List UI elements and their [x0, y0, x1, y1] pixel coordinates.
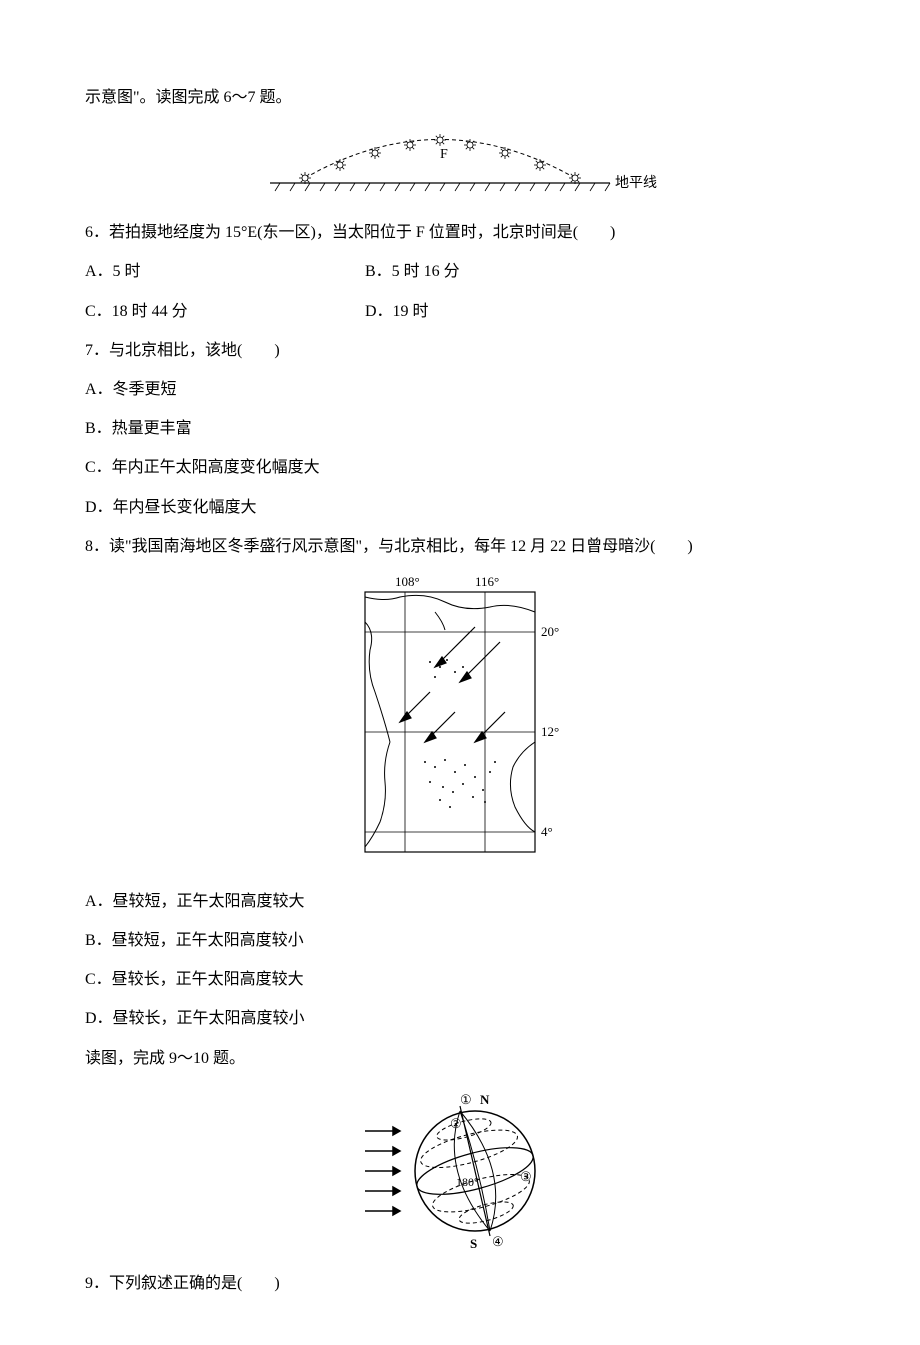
lat-mid: 12° — [541, 724, 559, 739]
q6-optD: D．19 时 — [365, 294, 835, 329]
lon-right: 116° — [475, 574, 499, 589]
lat-top: 20° — [541, 624, 559, 639]
q7-optC: C．年内正午太阳高度变化幅度大 — [85, 450, 835, 485]
q6-optA: A．5 时 — [85, 254, 365, 289]
pre-q9-line: 读图，完成 9～10 题。 — [85, 1041, 835, 1076]
q6-row2: C．18 时 44 分 D．19 时 — [85, 294, 835, 329]
figure-south-china-sea-map: 108° 116° 20° 12° 4° — [85, 572, 835, 872]
q8-optD: D．昼较长，正午太阳高度较小 — [85, 1001, 835, 1036]
q6-row1: A．5 时 B．5 时 16 分 — [85, 254, 835, 289]
q9-stem: 9．下列叙述正确的是( ) — [85, 1266, 835, 1301]
globe-svg: ① N ② 180° ③ S ④ — [360, 1086, 560, 1256]
lat-bot: 4° — [541, 824, 553, 839]
marker-4: ④ — [492, 1234, 504, 1249]
marker-2: ② — [450, 1116, 462, 1131]
q7-stem: 7．与北京相比，该地( ) — [85, 333, 835, 368]
label-180: 180° — [456, 1175, 479, 1189]
q8-optB: B．昼较短，正午太阳高度较小 — [85, 923, 835, 958]
q8-optA: A．昼较短，正午太阳高度较大 — [85, 884, 835, 919]
horizon-label: 地平线 — [615, 175, 657, 191]
map-svg: 108° 116° 20° 12° 4° — [335, 572, 585, 872]
q6-optB: B．5 时 16 分 — [365, 254, 835, 289]
q7-optA: A．冬季更短 — [85, 372, 835, 407]
q8-optC: C．昼较长，正午太阳高度较大 — [85, 962, 835, 997]
q7-optB: B．热量更丰富 — [85, 411, 835, 446]
q6-optC: C．18 时 44 分 — [85, 294, 365, 329]
marker-3: ③ — [520, 1169, 532, 1184]
label-F: F — [440, 147, 448, 162]
figure-globe: ① N ② 180° ③ S ④ — [85, 1086, 835, 1256]
intro-text: 示意图"。读图完成 6～7 题。 — [85, 80, 835, 115]
q8-stem: 8．读"我国南海地区冬季盛行风示意图"，与北京相比，每年 12 月 22 日曾母… — [85, 529, 835, 564]
label-S: S — [470, 1236, 477, 1251]
q7-optD: D．年内昼长变化幅度大 — [85, 490, 835, 525]
figure-sun-path: F 地平线 — [85, 123, 835, 203]
q6-stem: 6．若拍摄地经度为 15°E(东一区)，当太阳位于 F 位置时，北京时间是( ) — [85, 215, 835, 250]
label-N: N — [480, 1092, 490, 1107]
lon-left: 108° — [395, 574, 420, 589]
marker-1: ① — [460, 1092, 472, 1107]
sun-path-svg: F 地平线 — [260, 123, 660, 203]
